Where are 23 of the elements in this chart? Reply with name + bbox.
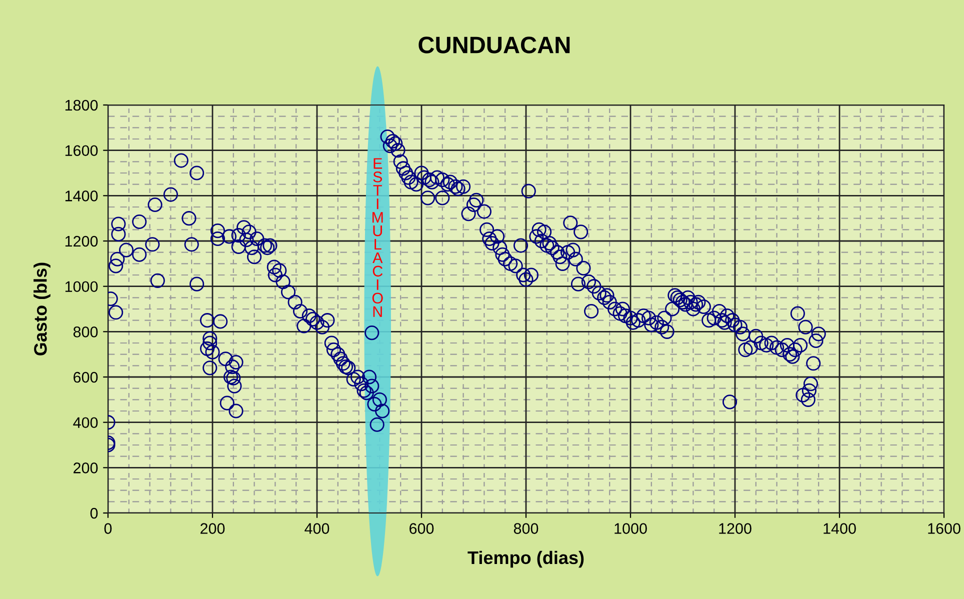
x-tick-label: 200 [200, 523, 225, 534]
y-tick-label: 0 [90, 508, 98, 519]
x-tick-label: 0 [104, 523, 112, 534]
y-tick-label: 1200 [65, 236, 98, 247]
x-tick-label: 1000 [614, 523, 647, 534]
x-tick-label: 400 [304, 523, 330, 534]
y-tick-label: 600 [74, 372, 98, 383]
y-tick-label: 200 [74, 462, 98, 474]
text: ESTIMULACION [372, 158, 383, 317]
y-tick-label: 800 [73, 326, 98, 338]
x-tick-label: 1600 [928, 523, 960, 534]
y-axis-title: Gasto (bls) [34, 262, 50, 356]
x-tick-label: 800 [514, 523, 538, 534]
x-tick-label: 1200 [719, 523, 752, 534]
x-tick-label: 600 [410, 523, 434, 534]
y-tick-label: 1000 [65, 281, 98, 292]
x-axis-title: Tiempo (dias) [468, 550, 584, 568]
x-tick-label: 1400 [824, 523, 856, 534]
y-tick-label: 400 [73, 417, 98, 428]
chart-title: CUNDUACAN [418, 36, 570, 54]
y-tick-label: 1600 [65, 145, 98, 156]
y-tick-label: 1400 [65, 190, 98, 202]
y-tick-label: 1800 [65, 100, 98, 111]
